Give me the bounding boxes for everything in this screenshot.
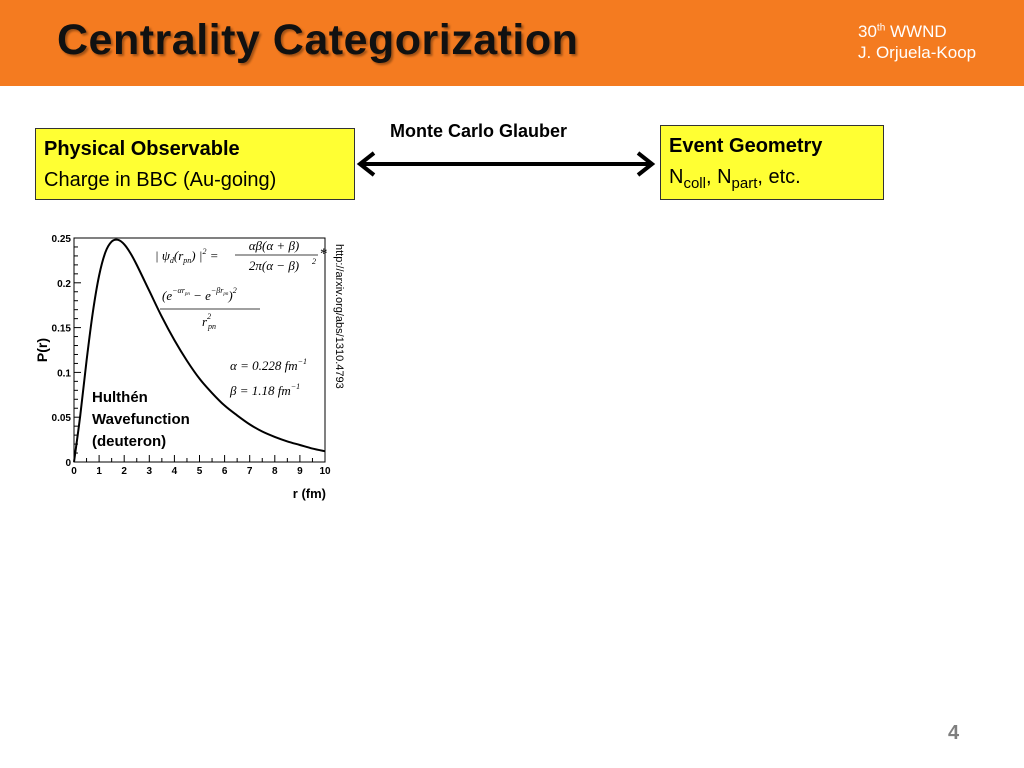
- y-tick-label: 0.25: [52, 234, 72, 245]
- conference-number: 30: [858, 22, 877, 41]
- y-tick-label: 0.1: [57, 368, 71, 379]
- slide-title: Centrality Categorization: [57, 16, 579, 64]
- svg-text:| ψd(rpn) |2 =: | ψd(rpn) |2 =: [155, 247, 218, 265]
- svg-text:(deuteron): (deuteron): [92, 433, 166, 450]
- svg-text:2π(α − β): 2π(α − β): [249, 258, 299, 273]
- svg-text:*: *: [320, 246, 328, 262]
- y-tick-label: 0.15: [52, 324, 72, 335]
- x-tick-label: 7: [247, 466, 253, 477]
- svg-text:2: 2: [312, 257, 316, 266]
- x-tick-label: 9: [297, 466, 303, 477]
- arrow-label: Monte Carlo Glauber: [390, 121, 568, 141]
- svg-text:α = 0.228 fm−1: α = 0.228 fm−1: [230, 357, 307, 373]
- x-tick-label: 4: [172, 466, 178, 477]
- x-tick-label: 8: [272, 466, 278, 477]
- physical-observable-heading: Physical Observable: [44, 138, 240, 160]
- physical-observable-text: Charge in BBC (Au-going): [44, 169, 277, 191]
- event-geometry-text: Ncoll, Npart, etc.: [669, 166, 801, 192]
- x-tick-label: 2: [121, 466, 127, 477]
- x-tick-label: 1: [96, 466, 102, 477]
- svg-text:β = 1.18 fm−1: β = 1.18 fm−1: [229, 382, 300, 398]
- svg-text:pn: pn: [207, 322, 216, 331]
- svg-text:r2: r2: [202, 312, 211, 329]
- page-number: 4: [948, 722, 960, 744]
- y-tick-label: 0: [65, 458, 71, 469]
- curve-annotation: Hulthén Wavefunction (deuteron): [92, 389, 190, 450]
- x-tick-label: 0: [71, 466, 77, 477]
- physical-observable-box: Physical Observable Charge in BBC (Au-go…: [35, 128, 355, 200]
- probability-curve: [73, 238, 326, 463]
- conference-info: 30th WWND J. Orjuela-Koop: [858, 21, 976, 63]
- svg-text:Wavefunction: Wavefunction: [92, 411, 190, 428]
- svg-text:αβ(α + β): αβ(α + β): [249, 238, 300, 253]
- conference-name: WWND: [885, 22, 947, 41]
- conference-suffix: th: [876, 22, 886, 34]
- event-geometry-box: Event Geometry Ncoll, Npart, etc.: [660, 125, 884, 200]
- x-tick-label: 3: [147, 466, 153, 477]
- author: J. Orjuela-Koop: [858, 43, 977, 62]
- arxiv-reference: http://arxiv.org/abs/1310.4793: [333, 244, 345, 389]
- x-tick-label: 5: [197, 466, 203, 477]
- x-tick-label: 10: [319, 466, 331, 477]
- y-tick-label: 0.05: [52, 413, 72, 424]
- x-axis-label: r (fm): [293, 486, 326, 501]
- y-axis-label: P(r): [34, 338, 50, 362]
- hulthen-plot: 0 1 2 3 4 5 6 7 8 9 10 0 0.05 0.1 0.15 0.2 0.25 P(r) r (…: [34, 234, 345, 501]
- hulthen-formula: | ψd(rpn) |2 = αβ(α + β) 2π(α − β) 2 * (…: [155, 238, 328, 398]
- header-bar: Centrality Categorization 30th WWND J. O…: [0, 0, 1024, 86]
- double-arrow-icon: [356, 151, 656, 177]
- svg-text:(e−αrpn − e−βrpn)2: (e−αrpn − e−βrpn)2: [162, 286, 237, 303]
- event-geometry-heading: Event Geometry: [669, 135, 823, 157]
- x-tick-label: 6: [222, 466, 228, 477]
- svg-text:Hulthén: Hulthén: [92, 389, 148, 406]
- y-tick-label: 0.2: [57, 279, 71, 290]
